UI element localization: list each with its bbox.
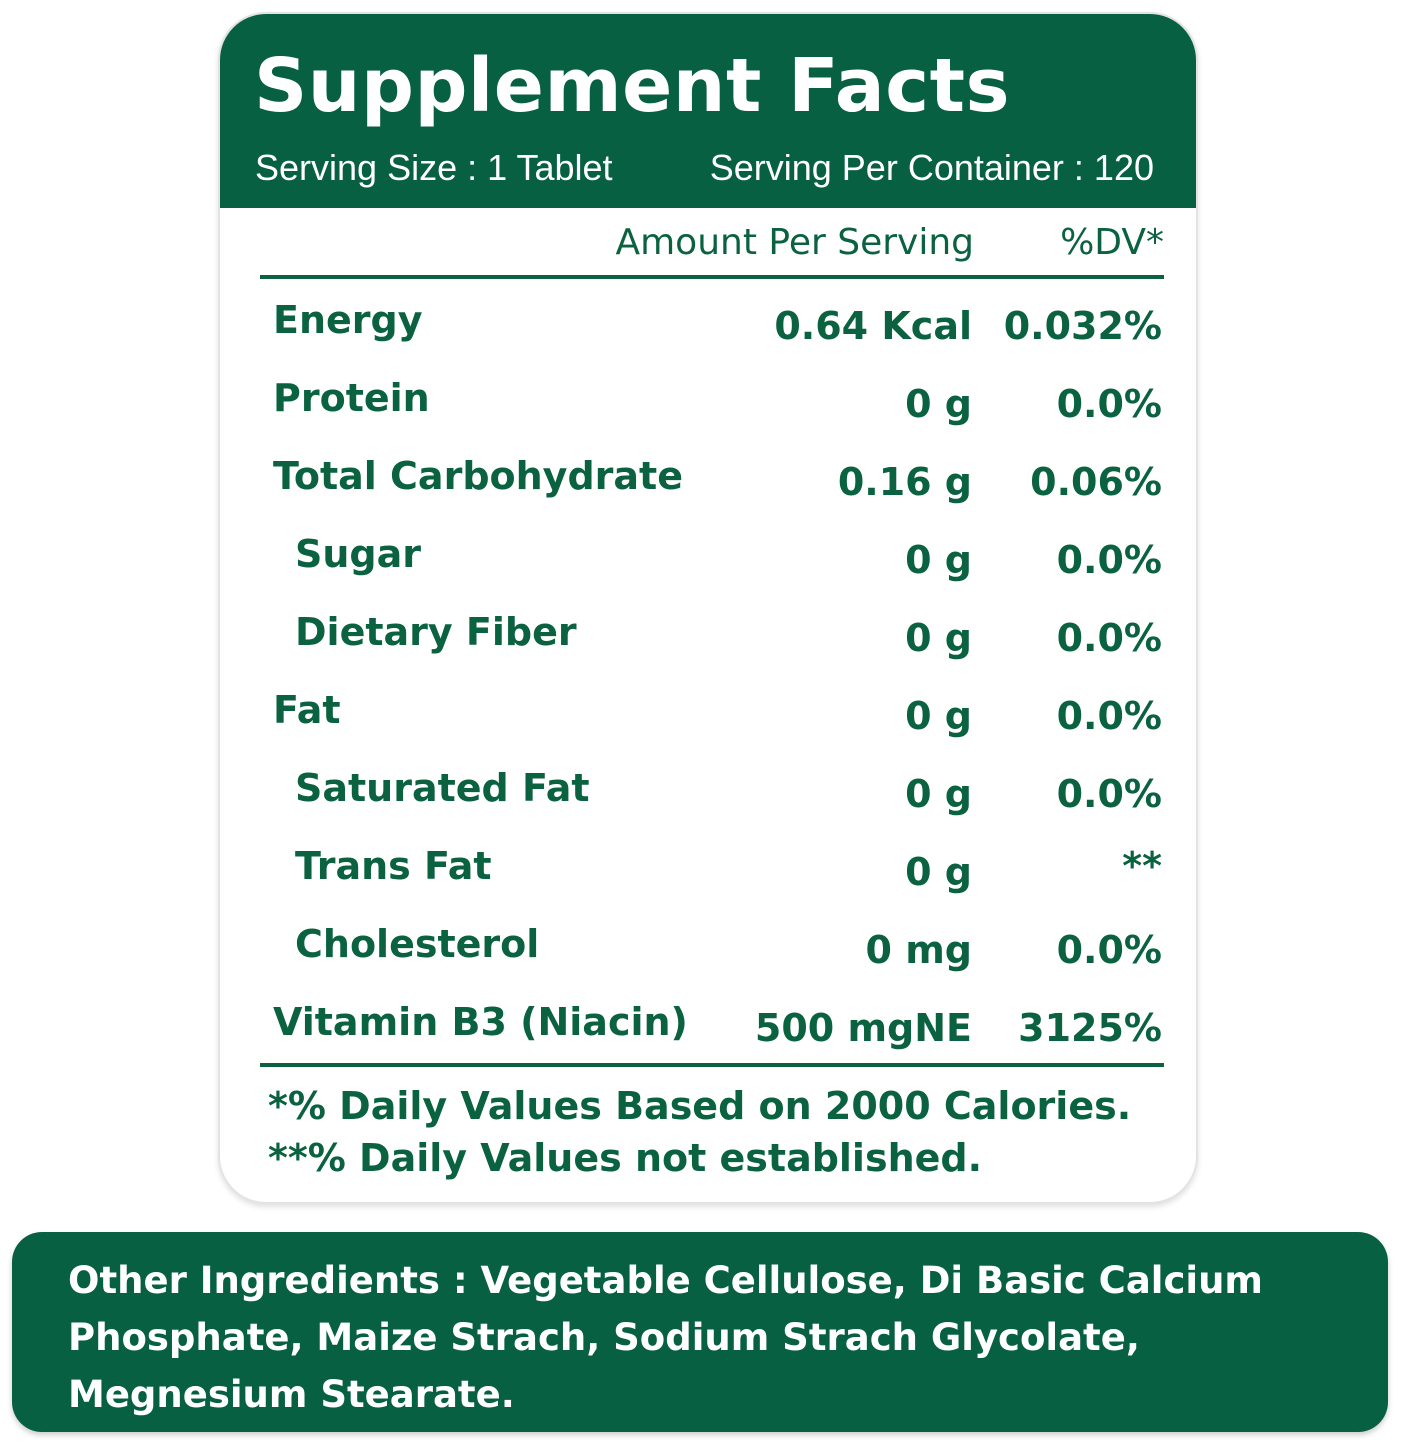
nutrient-amount: 0 g — [905, 382, 972, 426]
nutrient-dv: 0.0% — [1056, 772, 1162, 816]
header-divider — [260, 275, 1164, 279]
nutrient-dv: 0.0% — [1056, 616, 1162, 660]
nutrient-row-dietary-fiber: Dietary Fiber 0 g 0.0% — [220, 613, 1196, 691]
nutrient-amount: 0.64 Kcal — [774, 304, 972, 348]
servings-per-container: Serving Per Container : 120 — [709, 147, 1154, 188]
nutrient-amount: 0.16 g — [837, 460, 972, 504]
nutrient-row-fat: Fat 0 g 0.0% — [220, 691, 1196, 769]
nutrient-row-energy: Energy 0.64 Kcal 0.032% — [220, 301, 1196, 379]
nutrient-dv: 0.0% — [1056, 694, 1162, 738]
serving-size: Serving Size : 1 Tablet — [255, 147, 613, 188]
column-header-amount: Amount Per Serving — [615, 222, 974, 263]
nutrient-amount: 0 g — [905, 538, 972, 582]
nutrient-name: Total Carbohydrate — [273, 454, 683, 498]
nutrient-row-sugar: Sugar 0 g 0.0% — [220, 535, 1196, 613]
nutrient-row-cholesterol: Cholesterol 0 mg 0.0% — [220, 925, 1196, 1003]
nutrient-dv: 0.06% — [1030, 460, 1162, 504]
nutrient-row-saturated-fat: Saturated Fat 0 g 0.0% — [220, 769, 1196, 847]
nutrient-name: Protein — [273, 376, 430, 420]
nutrient-dv: ** — [1122, 844, 1162, 888]
panel-header: Supplement Facts Serving Size : 1 Tablet… — [220, 14, 1196, 208]
nutrient-name: Cholesterol — [295, 922, 540, 966]
nutrient-amount: 0 mg — [865, 928, 972, 972]
footnote-daily-values: *% Daily Values Based on 2000 Calories. — [268, 1084, 1132, 1128]
nutrient-row-total-carbohydrate: Total Carbohydrate 0.16 g 0.06% — [220, 457, 1196, 535]
nutrient-dv: 0.0% — [1056, 538, 1162, 582]
nutrient-row-trans-fat: Trans Fat 0 g ** — [220, 847, 1196, 925]
nutrient-dv: 0.0% — [1056, 928, 1162, 972]
nutrient-amount: 0 g — [905, 616, 972, 660]
nutrient-dv: 3125% — [1018, 1006, 1162, 1050]
nutrient-amount: 0 g — [905, 772, 972, 816]
footnote-not-established: **% Daily Values not established. — [268, 1136, 983, 1180]
nutrient-name: Sugar — [295, 532, 422, 576]
supplement-facts-panel: Supplement Facts Serving Size : 1 Tablet… — [218, 12, 1198, 1204]
footer-divider — [260, 1063, 1164, 1067]
nutrient-amount: 500 mgNE — [754, 1006, 972, 1050]
nutrient-name: Dietary Fiber — [295, 610, 577, 654]
panel-title: Supplement Facts — [254, 43, 1011, 129]
other-ingredients-box: Other Ingredients : Vegetable Cellulose,… — [12, 1232, 1388, 1432]
other-ingredients-label: Other Ingredients : — [68, 1259, 481, 1302]
nutrient-row-protein: Protein 0 g 0.0% — [220, 379, 1196, 457]
nutrient-name: Energy — [273, 298, 423, 342]
nutrient-amount: 0 g — [905, 694, 972, 738]
column-header-dv: %DV* — [1060, 222, 1164, 263]
nutrient-dv: 0.0% — [1056, 382, 1162, 426]
nutrient-name: Vitamin B3 (Niacin) — [273, 1000, 688, 1044]
other-ingredients-list: Vegetable Cellulose, Di Basic Calcium Ph… — [68, 1259, 1263, 1416]
nutrient-amount: 0 g — [905, 850, 972, 894]
nutrient-row-vitamin-b3: Vitamin B3 (Niacin) 500 mgNE 3125% — [220, 1003, 1196, 1081]
nutrient-name: Fat — [273, 688, 341, 732]
nutrient-name: Saturated Fat — [295, 766, 590, 810]
other-ingredients-text: Other Ingredients : Vegetable Cellulose,… — [68, 1252, 1378, 1423]
nutrient-name: Trans Fat — [295, 844, 492, 888]
nutrient-dv: 0.032% — [1003, 304, 1162, 348]
